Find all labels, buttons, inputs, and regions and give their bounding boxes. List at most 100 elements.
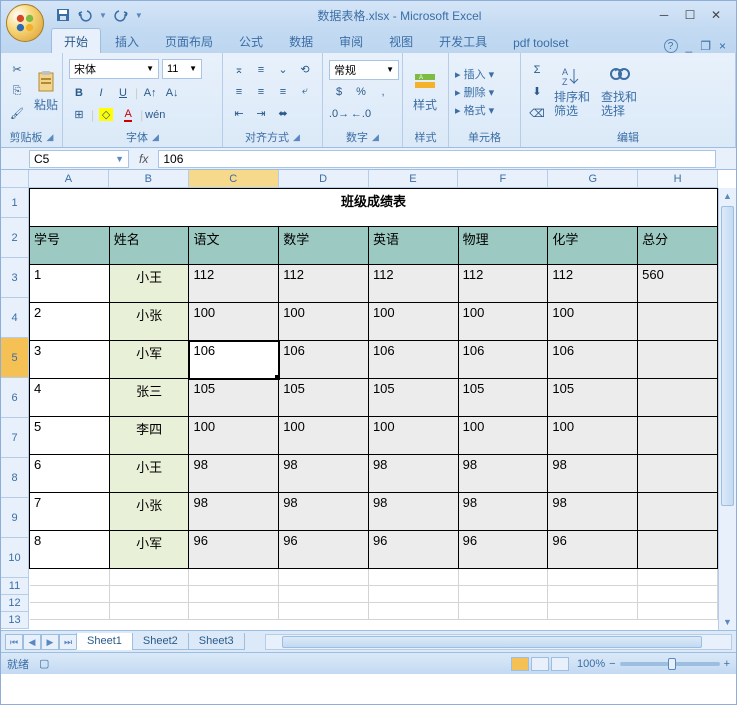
undo-dropdown-icon[interactable]: ▼ xyxy=(99,11,107,20)
cell[interactable]: 112 xyxy=(279,265,369,303)
cell[interactable]: 100 xyxy=(548,303,638,341)
table-header[interactable]: 数学 xyxy=(279,227,369,265)
cell[interactable] xyxy=(368,603,458,620)
cell[interactable] xyxy=(109,569,189,586)
copy-icon[interactable]: ⎘ xyxy=(7,82,27,102)
cell[interactable]: 105 xyxy=(548,379,638,417)
wrap-text-button[interactable]: ⤶ xyxy=(295,82,315,102)
help-icon[interactable]: ? xyxy=(664,39,678,53)
cell[interactable]: 98 xyxy=(458,455,548,493)
autosum-button[interactable]: Σ xyxy=(527,60,547,80)
cell[interactable]: 96 xyxy=(548,531,638,569)
font-color-button[interactable]: A xyxy=(118,105,138,125)
cell[interactable] xyxy=(638,586,718,603)
zoom-out-button[interactable]: − xyxy=(609,658,615,670)
cell[interactable]: 100 xyxy=(189,417,279,455)
row-header-1[interactable]: 1 xyxy=(1,188,28,218)
clipboard-launcher-icon[interactable]: ◢ xyxy=(47,132,54,143)
cell[interactable] xyxy=(638,379,718,417)
row-header-6[interactable]: 6 xyxy=(1,378,28,418)
cell[interactable]: 105 xyxy=(458,379,548,417)
cell[interactable]: 112 xyxy=(189,265,279,303)
tab-pdf toolset[interactable]: pdf toolset xyxy=(501,32,580,53)
grow-font-button[interactable]: A↑ xyxy=(140,83,160,103)
tab-公式[interactable]: 公式 xyxy=(227,29,275,53)
accounting-button[interactable]: $ xyxy=(329,82,349,102)
cell[interactable]: 98 xyxy=(548,493,638,531)
cell[interactable] xyxy=(638,455,718,493)
cell[interactable]: 106 xyxy=(189,341,279,379)
sheet-nav-last-icon[interactable]: ⏭ xyxy=(59,634,77,650)
sheet-tab-Sheet3[interactable]: Sheet3 xyxy=(188,633,245,650)
cell[interactable] xyxy=(548,569,638,586)
minimize-button[interactable]: ─ xyxy=(656,8,672,22)
undo-icon[interactable] xyxy=(77,7,93,23)
cell[interactable]: 小军 xyxy=(109,531,189,569)
format-cells-button[interactable]: ▸ 格式 ▾ xyxy=(455,102,494,118)
cell[interactable] xyxy=(189,569,279,586)
cell[interactable] xyxy=(189,603,279,620)
fill-button[interactable]: ⬇ xyxy=(527,82,547,102)
table-header[interactable]: 总分 xyxy=(638,227,718,265)
macro-record-icon[interactable]: ▢ xyxy=(39,657,49,670)
table-header[interactable]: 化学 xyxy=(548,227,638,265)
cell[interactable]: 112 xyxy=(368,265,458,303)
cell[interactable] xyxy=(30,586,110,603)
font-size-combo[interactable]: 11▼ xyxy=(162,59,202,79)
cell[interactable]: 96 xyxy=(279,531,369,569)
row-header-3[interactable]: 3 xyxy=(1,258,28,298)
maximize-button[interactable]: ☐ xyxy=(682,8,698,22)
table-header[interactable]: 英语 xyxy=(368,227,458,265)
cell[interactable] xyxy=(638,303,718,341)
zoom-in-button[interactable]: + xyxy=(724,658,730,670)
cell[interactable]: 560 xyxy=(638,265,718,303)
number-format-combo[interactable]: 常规▼ xyxy=(329,60,399,80)
clear-button[interactable]: ⌫ xyxy=(527,104,547,124)
increase-decimal-button[interactable]: .0→ xyxy=(329,104,349,124)
cell[interactable] xyxy=(279,603,369,620)
cell[interactable]: 100 xyxy=(279,417,369,455)
zoom-slider[interactable] xyxy=(620,662,720,666)
cell[interactable]: 100 xyxy=(279,303,369,341)
cell[interactable]: 98 xyxy=(548,455,638,493)
find-select-button[interactable]: 查找和 选择 xyxy=(597,63,641,119)
row-header-8[interactable]: 8 xyxy=(1,458,28,498)
cell[interactable]: 106 xyxy=(458,341,548,379)
cell[interactable] xyxy=(109,603,189,620)
cut-icon[interactable]: ✂ xyxy=(7,60,27,80)
sheet-tab-Sheet2[interactable]: Sheet2 xyxy=(132,633,189,650)
cell[interactable]: 98 xyxy=(189,493,279,531)
table-title[interactable]: 班级成绩表 xyxy=(30,189,718,227)
cell[interactable]: 100 xyxy=(189,303,279,341)
tab-开发工具[interactable]: 开发工具 xyxy=(427,29,499,53)
cell[interactable]: 112 xyxy=(458,265,548,303)
row-header-5[interactable]: 5 xyxy=(1,338,28,378)
table-header[interactable]: 语文 xyxy=(189,227,279,265)
close-button[interactable]: ✕ xyxy=(708,8,724,22)
italic-button[interactable]: I xyxy=(91,83,111,103)
cell[interactable]: 2 xyxy=(30,303,110,341)
cell[interactable]: 小张 xyxy=(109,493,189,531)
col-header-D[interactable]: D xyxy=(279,170,369,187)
font-name-combo[interactable]: 宋体▼ xyxy=(69,59,159,79)
cell[interactable]: 小张 xyxy=(109,303,189,341)
select-all-corner[interactable] xyxy=(1,170,29,188)
cell[interactable] xyxy=(30,569,110,586)
col-header-E[interactable]: E xyxy=(369,170,459,187)
cell[interactable] xyxy=(638,493,718,531)
page-layout-view-icon[interactable] xyxy=(531,657,549,671)
row-header-4[interactable]: 4 xyxy=(1,298,28,338)
cell[interactable] xyxy=(458,569,548,586)
tab-审阅[interactable]: 审阅 xyxy=(327,29,375,53)
cell[interactable] xyxy=(638,531,718,569)
cell[interactable]: 100 xyxy=(368,417,458,455)
bold-button[interactable]: B xyxy=(69,83,89,103)
sheet-nav-next-icon[interactable]: ▶ xyxy=(41,634,59,650)
tab-数据[interactable]: 数据 xyxy=(277,29,325,53)
insert-cells-button[interactable]: ▸ 插入 ▾ xyxy=(455,66,494,82)
qat-customize-icon[interactable]: ▼ xyxy=(135,11,143,20)
cell[interactable]: 105 xyxy=(279,379,369,417)
cell[interactable]: 106 xyxy=(279,341,369,379)
col-header-F[interactable]: F xyxy=(458,170,548,187)
cell[interactable]: 小王 xyxy=(109,455,189,493)
